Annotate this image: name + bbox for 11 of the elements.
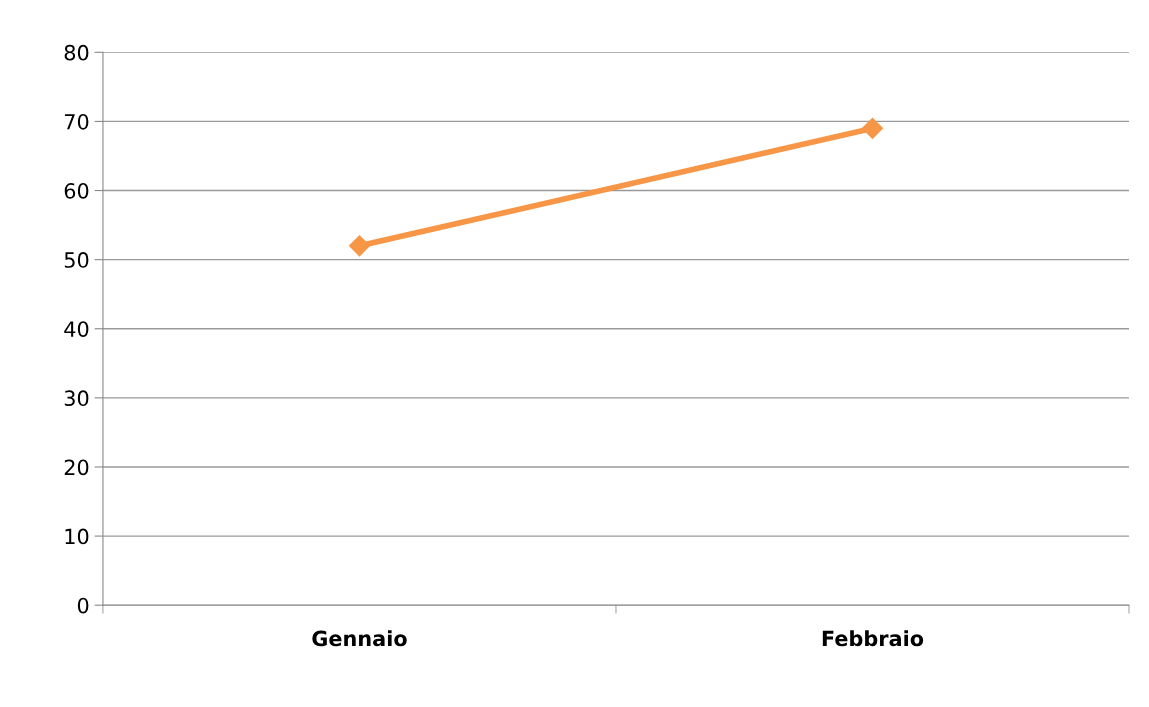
- y-tick-label: 80: [64, 44, 89, 61]
- x-tick-label: Gennaio: [312, 630, 407, 647]
- y-tick-label: 30: [64, 390, 89, 407]
- y-tick-label: 10: [65, 528, 89, 545]
- y-tick-label: 0: [77, 597, 89, 614]
- y-tick-label: 70: [64, 113, 89, 130]
- y-tick-label: 60: [64, 182, 89, 199]
- y-tick-label: 40: [64, 321, 89, 337]
- y-tick-label: 20: [64, 459, 89, 476]
- x-tick-label: Febbraio: [822, 630, 924, 647]
- y-tick-label: 50: [64, 252, 89, 268]
